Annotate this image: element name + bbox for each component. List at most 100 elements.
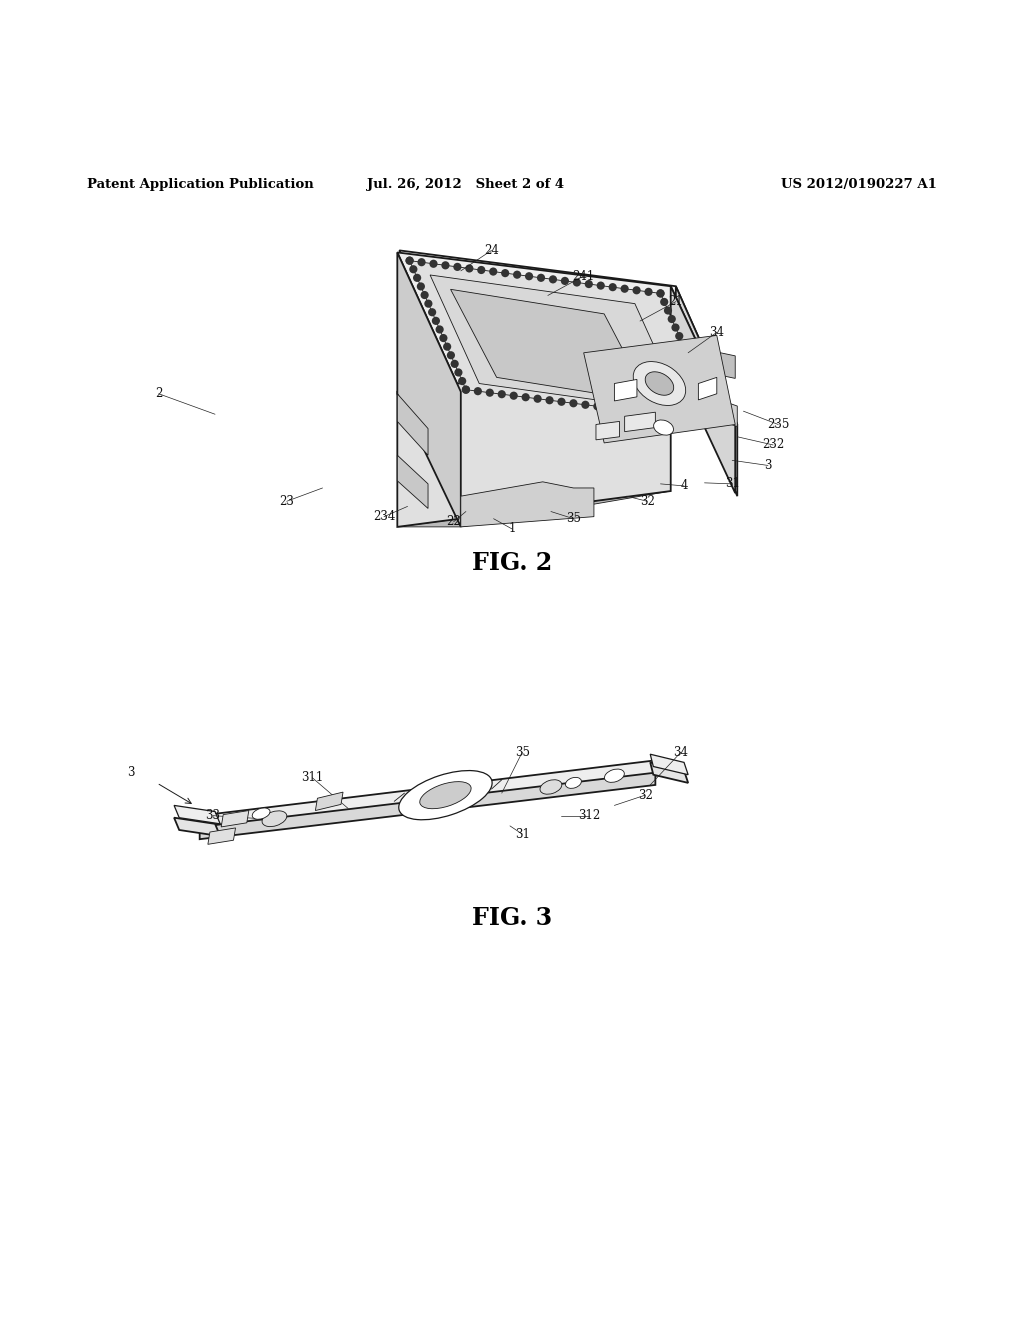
Polygon shape — [397, 252, 461, 527]
Circle shape — [510, 392, 518, 400]
Text: 31: 31 — [725, 478, 739, 490]
Polygon shape — [461, 482, 594, 527]
Circle shape — [498, 391, 506, 399]
Circle shape — [608, 282, 616, 292]
Ellipse shape — [604, 770, 625, 783]
Circle shape — [621, 285, 629, 293]
Ellipse shape — [565, 777, 582, 788]
Circle shape — [694, 375, 702, 383]
Text: 35: 35 — [515, 746, 529, 759]
Text: FIG. 3: FIG. 3 — [472, 906, 552, 931]
Circle shape — [656, 289, 665, 297]
Text: 3: 3 — [127, 766, 135, 779]
Text: 1: 1 — [508, 523, 516, 536]
Circle shape — [593, 403, 601, 411]
Polygon shape — [696, 347, 735, 379]
Text: 312: 312 — [578, 809, 600, 822]
Circle shape — [446, 351, 455, 359]
Ellipse shape — [420, 781, 471, 809]
Circle shape — [697, 383, 706, 391]
Circle shape — [421, 290, 429, 300]
Circle shape — [660, 298, 669, 306]
Polygon shape — [650, 754, 688, 775]
Circle shape — [672, 323, 680, 331]
Polygon shape — [451, 289, 650, 403]
Circle shape — [485, 388, 494, 397]
Polygon shape — [430, 275, 684, 412]
Text: Jul. 26, 2012   Sheet 2 of 4: Jul. 26, 2012 Sheet 2 of 4 — [368, 178, 564, 191]
Text: Patent Application Publication: Patent Application Publication — [87, 178, 313, 191]
Polygon shape — [397, 393, 428, 455]
Circle shape — [418, 259, 426, 267]
Text: 21: 21 — [669, 296, 683, 308]
Polygon shape — [399, 251, 737, 425]
Polygon shape — [410, 260, 717, 421]
Circle shape — [701, 392, 710, 400]
Text: 4: 4 — [680, 479, 688, 492]
Circle shape — [675, 331, 683, 341]
Circle shape — [477, 265, 485, 275]
Text: 234: 234 — [373, 510, 395, 523]
Text: 235: 235 — [767, 418, 790, 430]
Circle shape — [546, 396, 554, 404]
Circle shape — [644, 288, 652, 296]
Circle shape — [451, 360, 459, 368]
Text: 35: 35 — [566, 512, 581, 525]
Circle shape — [537, 273, 545, 282]
Circle shape — [513, 271, 521, 279]
Polygon shape — [584, 335, 735, 444]
Polygon shape — [698, 378, 717, 400]
Circle shape — [689, 414, 697, 422]
Circle shape — [561, 277, 569, 285]
Ellipse shape — [645, 372, 674, 395]
Circle shape — [597, 281, 605, 289]
Circle shape — [413, 273, 421, 282]
Polygon shape — [397, 455, 428, 508]
Text: 24: 24 — [484, 244, 499, 257]
Circle shape — [582, 401, 590, 409]
Circle shape — [656, 289, 665, 297]
Ellipse shape — [398, 771, 493, 820]
Circle shape — [629, 407, 637, 414]
Polygon shape — [397, 491, 671, 527]
Polygon shape — [208, 828, 236, 845]
Circle shape — [410, 265, 418, 273]
Circle shape — [501, 269, 509, 277]
Text: 32: 32 — [640, 495, 654, 508]
Circle shape — [489, 268, 498, 276]
Circle shape — [633, 286, 641, 294]
Polygon shape — [397, 252, 735, 425]
Circle shape — [668, 315, 676, 323]
Circle shape — [424, 300, 432, 308]
Text: 23: 23 — [280, 495, 294, 508]
Circle shape — [569, 399, 578, 408]
Ellipse shape — [262, 810, 287, 826]
Circle shape — [432, 317, 440, 325]
Polygon shape — [717, 399, 737, 426]
Circle shape — [709, 409, 717, 417]
Polygon shape — [200, 760, 681, 826]
Text: 2: 2 — [155, 387, 163, 400]
Circle shape — [462, 385, 470, 393]
Circle shape — [572, 279, 581, 286]
Circle shape — [454, 263, 462, 271]
Text: 34: 34 — [710, 326, 724, 339]
Ellipse shape — [540, 780, 562, 795]
Circle shape — [439, 334, 447, 342]
Circle shape — [665, 412, 673, 420]
Circle shape — [435, 325, 443, 334]
Circle shape — [677, 413, 685, 421]
Circle shape — [617, 405, 626, 413]
Polygon shape — [397, 355, 671, 527]
Circle shape — [686, 358, 694, 366]
Circle shape — [462, 385, 470, 393]
Circle shape — [406, 256, 414, 265]
Ellipse shape — [252, 808, 270, 820]
Circle shape — [585, 280, 593, 288]
Circle shape — [683, 348, 691, 358]
Polygon shape — [596, 421, 620, 440]
Text: US 2012/0190227 A1: US 2012/0190227 A1 — [781, 178, 937, 191]
Circle shape — [549, 276, 557, 284]
Text: 33: 33 — [206, 809, 220, 822]
Circle shape — [605, 404, 613, 412]
